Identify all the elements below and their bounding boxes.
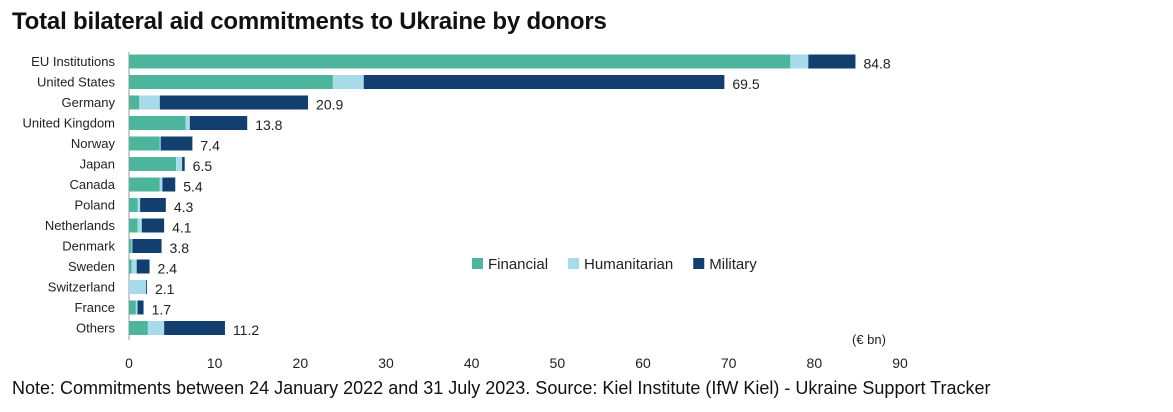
legend-swatch-military [693,258,705,269]
bar-humanitarian-poland [137,198,141,212]
category-label: France [75,300,115,315]
bar-financial-eu-institutions [129,54,791,69]
total-label: 20.9 [316,97,343,113]
total-label: 69.5 [732,76,759,92]
legend-label-financial: Financial [488,256,548,273]
total-label: 5.4 [183,179,203,195]
bar-humanitarian-eu-institutions [790,54,809,69]
total-label: 2.4 [158,261,178,277]
bar-humanitarian-norway [159,136,161,151]
bar-military-france [137,300,144,315]
bar-financial-canada [129,177,160,192]
bar-military-united-states [363,75,725,89]
x-tick-label: 20 [293,355,309,371]
bar-humanitarian-denmark [131,239,133,253]
bar-humanitarian-others [147,321,165,335]
total-label: 7.4 [200,138,220,154]
x-tick-label: 0 [125,355,133,371]
bar-financial-japan [129,157,177,171]
bar-military-germany [159,95,309,110]
bar-financial-united-kingdom [129,116,186,130]
category-label: Poland [75,198,115,213]
category-label: Germany [62,95,116,110]
bar-financial-norway [129,136,160,151]
chart-note: Note: Commitments between 24 January 202… [12,378,991,398]
bar-financial-france [129,300,136,315]
bar-military-poland [140,198,166,212]
unit-label: (€ bn) [852,332,886,347]
x-tick-label: 10 [207,355,223,371]
total-label: 2.1 [155,281,175,297]
bar-humanitarian-switzerland [129,280,147,294]
bar-military-netherlands [141,218,165,233]
bar-military-sweden [136,259,150,274]
total-label: 4.3 [174,199,194,215]
category-label: United Kingdom [23,116,116,131]
bar-humanitarian-sweden [131,259,137,274]
bar-humanitarian-netherlands [137,218,142,233]
bar-humanitarian-canada [159,177,163,192]
bar-military-others [164,321,225,335]
total-label: 4.1 [172,220,192,236]
total-label: 6.5 [193,158,213,174]
bar-financial-united-states [129,75,333,89]
bar-military-eu-institutions [808,54,856,69]
total-label: 11.2 [233,322,259,338]
bar-military-united-kingdom [189,116,248,130]
bar-humanitarian-united-states [332,75,364,89]
bar-financial-netherlands [129,218,138,233]
category-label: United States [37,75,116,90]
bar-financial-others [129,321,148,335]
chart-title: Total bilateral aid commitments to Ukrai… [12,8,607,35]
legend-swatch-humanitarian [568,258,580,269]
total-label: 3.8 [170,240,190,256]
total-label: 84.8 [863,56,890,72]
bar-military-japan [182,157,185,171]
bar-financial-germany [129,95,140,110]
bar-financial-sweden [129,259,132,274]
bar-military-denmark [132,239,162,253]
legend-swatch-financial [472,258,483,269]
bar-humanitarian-united-kingdom [185,116,190,130]
legend-label-military: Military [709,256,757,273]
bar-humanitarian-japan [176,157,183,171]
x-tick-label: 70 [721,355,737,371]
bar-financial-poland [129,198,138,212]
category-label: Denmark [62,239,115,254]
category-label: Japan [80,157,115,172]
bar-humanitarian-germany [139,95,160,110]
total-label: 13.8 [255,117,282,133]
bar-humanitarian-france [135,300,138,315]
bar-financial-denmark [129,239,132,253]
category-label: Others [76,321,116,336]
x-tick-label: 90 [892,355,908,371]
bar-military-switzerland [146,280,147,294]
total-label: 1.7 [152,302,172,318]
bar-military-canada [162,177,176,192]
category-label: Netherlands [45,218,116,233]
x-tick-label: 60 [635,355,651,371]
category-label: EU Institutions [31,54,115,69]
category-label: Canada [69,177,115,192]
bar-military-norway [160,136,193,151]
x-tick-label: 40 [464,355,480,371]
category-label: Switzerland [48,280,115,295]
x-tick-label: 50 [550,355,566,371]
legend-label-humanitarian: Humanitarian [584,256,673,273]
x-tick-label: 80 [807,355,823,371]
x-tick-label: 30 [378,355,394,371]
category-label: Norway [71,136,116,151]
category-label: Sweden [68,259,115,274]
